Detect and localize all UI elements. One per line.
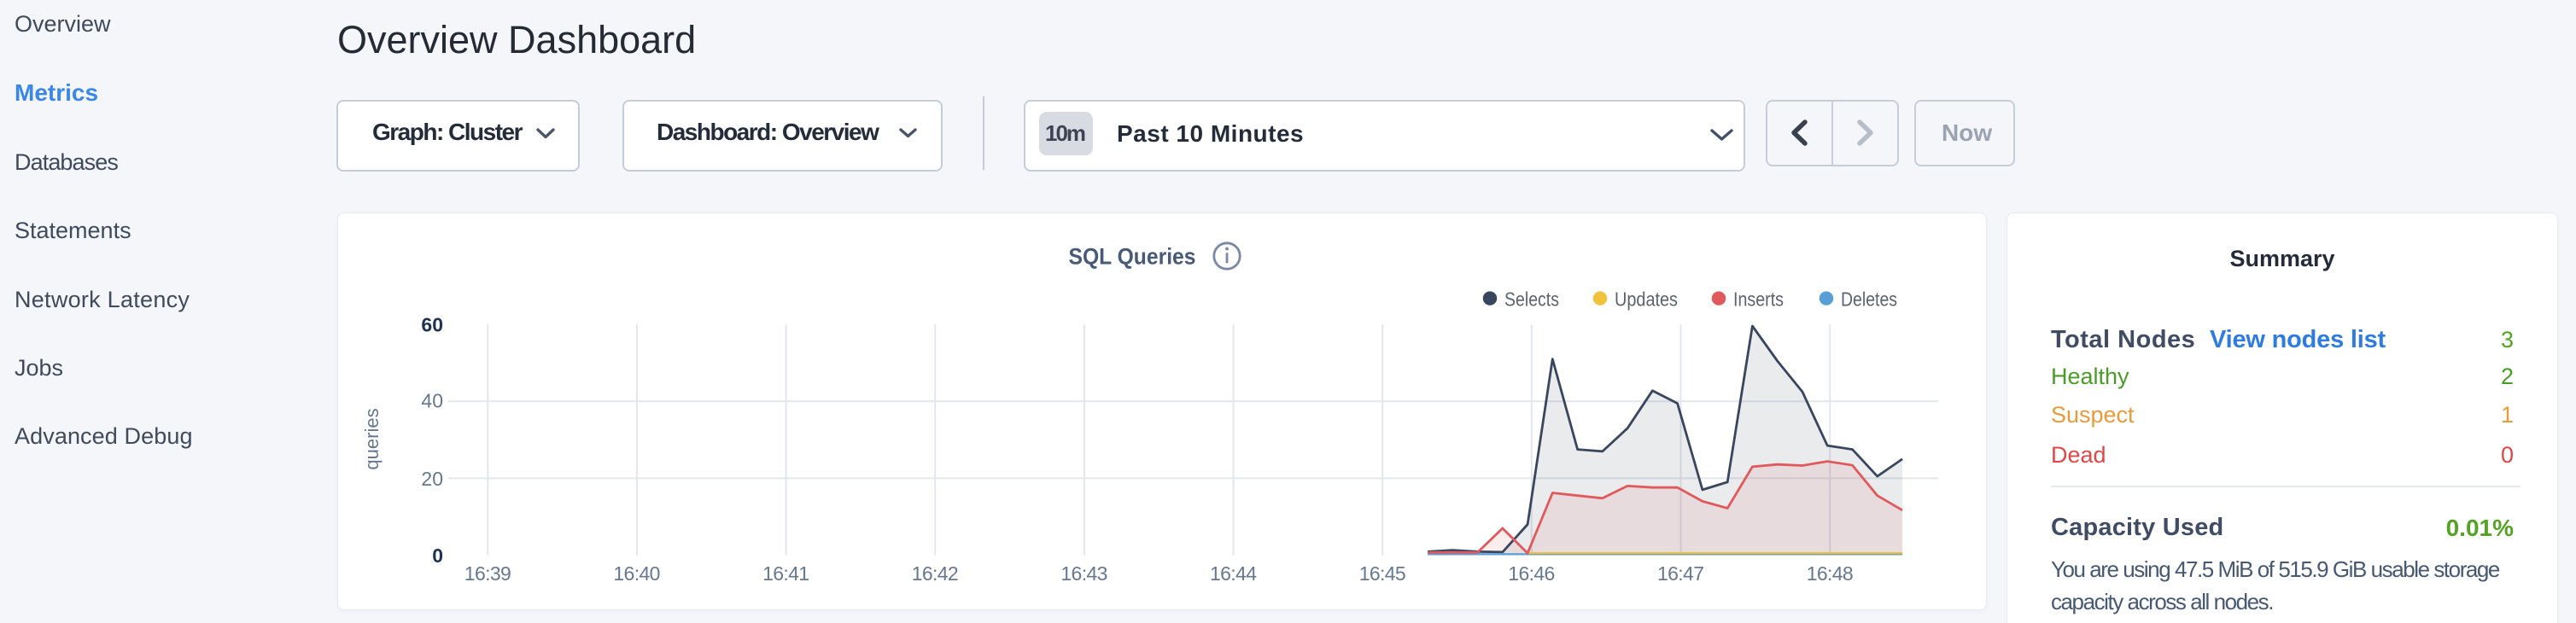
svg-text:SQL Queries: SQL Queries <box>1069 244 1196 270</box>
svg-text:Selects: Selects <box>1504 288 1559 310</box>
svg-text:Inserts: Inserts <box>1733 288 1784 310</box>
svg-text:16:40: 16:40 <box>613 562 660 585</box>
svg-text:0: 0 <box>432 544 443 567</box>
svg-text:16:44: 16:44 <box>1210 562 1257 585</box>
svg-text:40: 40 <box>421 390 443 412</box>
svg-text:Deletes: Deletes <box>1841 288 1897 310</box>
svg-text:16:39: 16:39 <box>464 562 511 585</box>
svg-text:Updates: Updates <box>1615 288 1678 310</box>
svg-text:16:41: 16:41 <box>762 562 809 585</box>
svg-text:16:47: 16:47 <box>1657 562 1704 585</box>
svg-text:20: 20 <box>421 468 443 490</box>
svg-text:60: 60 <box>421 314 443 336</box>
svg-text:16:48: 16:48 <box>1807 562 1854 585</box>
svg-text:16:45: 16:45 <box>1359 562 1406 585</box>
svg-text:16:46: 16:46 <box>1508 562 1555 585</box>
svg-text:queries: queries <box>361 408 383 469</box>
svg-text:16:42: 16:42 <box>912 562 959 585</box>
svg-text:16:43: 16:43 <box>1060 562 1107 585</box>
